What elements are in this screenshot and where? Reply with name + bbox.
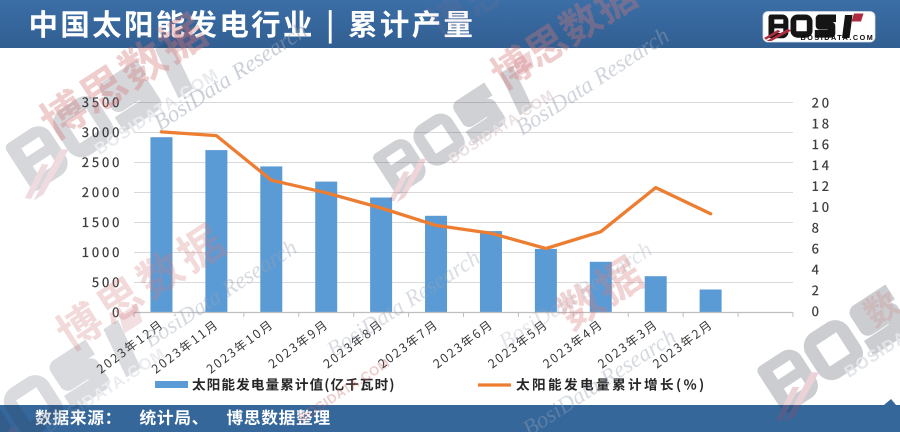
svg-text:BOSIDATA.COM: BOSIDATA.COM	[801, 33, 875, 42]
